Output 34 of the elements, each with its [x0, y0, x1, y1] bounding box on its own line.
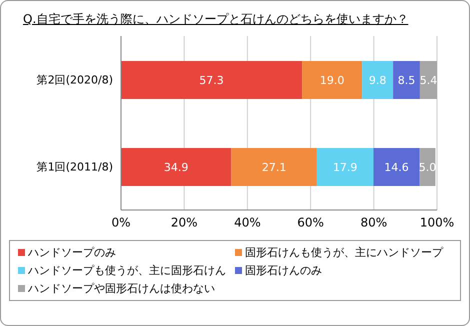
bar [302, 61, 362, 99]
legend-label: ハンドソープも使うが、主に固形石けん [28, 263, 226, 278]
bar [420, 148, 436, 186]
x-tick-label: 40% [234, 216, 261, 230]
data-label: 5.0 [418, 160, 436, 174]
legend-label: ハンドソープや固形石けんは使わない [28, 281, 215, 296]
data-label: 14.6 [384, 160, 409, 174]
bar [420, 61, 437, 99]
data-label: 17.9 [332, 160, 358, 174]
bar [362, 61, 394, 99]
bar [121, 148, 232, 186]
y-tick-label: 第2回(2020/8) [36, 73, 113, 86]
bar [393, 61, 420, 99]
data-label: 34.9 [164, 160, 188, 174]
bar [373, 148, 420, 186]
bar [316, 148, 374, 186]
legend-label: ハンドソープのみ [28, 245, 116, 260]
legend-label: 固形石けんも使うが、主にハンドソープ [245, 245, 443, 260]
x-tick-label: 20% [170, 216, 198, 230]
chart-title: Q.自宅で手を洗う際に、ハンドソープと石けんのどちらを使いますか？ [23, 11, 410, 28]
data-label: 5.4 [420, 74, 438, 87]
bar [231, 148, 317, 186]
x-tick-label: 60% [297, 216, 324, 230]
data-label: 57.3 [199, 74, 224, 87]
data-label: 27.1 [262, 160, 286, 174]
bar [121, 61, 302, 99]
x-tick-label: 100% [420, 216, 454, 230]
y-tick-label: 第1回(2011/8) [36, 160, 113, 174]
x-tick-label: 0% [111, 216, 131, 230]
data-label: 19.0 [320, 74, 344, 87]
x-tick-label: 80% [360, 216, 388, 230]
data-label: 9.8 [368, 74, 386, 87]
data-label: 8.5 [398, 74, 416, 87]
legend-label: 固形石けんのみ [245, 263, 322, 278]
